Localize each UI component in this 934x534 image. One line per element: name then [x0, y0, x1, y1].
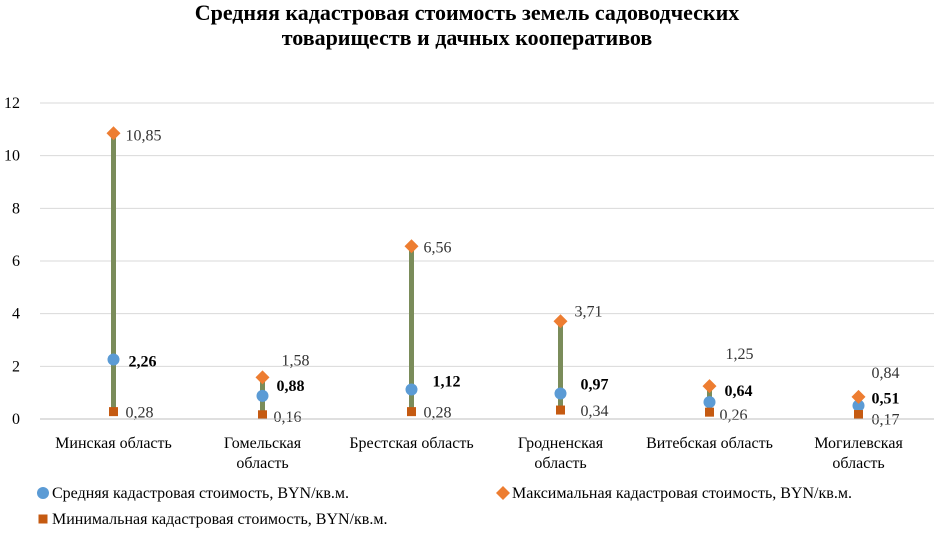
- hi-lo-lines: [111, 133, 861, 415]
- avg-point: [256, 389, 269, 402]
- data-labels: 2,26 0,88 1,12 0,97 0,64 0,51 10,85 1,58 6,56 3,7…: [126, 127, 900, 428]
- max-value-label: 1,25: [726, 346, 754, 363]
- min-value-label: 0,26: [720, 407, 748, 424]
- avg-point: [852, 399, 865, 412]
- avg-value-label: 0,88: [277, 378, 305, 395]
- min-point: [407, 407, 416, 417]
- x-category-label: Гомельская: [224, 435, 302, 452]
- y-tick-label: 12: [4, 95, 20, 112]
- max-point: [702, 379, 717, 394]
- legend-avg-marker: [37, 487, 49, 499]
- avg-value-label: 0,51: [872, 391, 900, 408]
- min-value-label: 0,34: [581, 403, 609, 420]
- avg-point: [107, 353, 120, 366]
- y-tick-label: 8: [12, 200, 20, 217]
- x-category-label: Минская область: [55, 435, 172, 452]
- avg-value-label: 0,97: [581, 376, 609, 393]
- legend-label: Средняя кадастровая стоимость, BYN/кв.м.: [52, 485, 349, 502]
- legend-label: Минимальная кадастровая стоимость, BYN/к…: [52, 511, 387, 528]
- axes: 0 2 4 6 8 10 12 Минская область Гомельская област…: [4, 95, 934, 472]
- max-point: [255, 370, 270, 385]
- chart-title-line-2: товариществ и дачных кооперативов: [282, 25, 653, 50]
- x-category-label: область: [534, 455, 586, 472]
- x-category-label: Гродненская: [518, 435, 604, 452]
- min-value-label: 0,17: [872, 412, 900, 429]
- legend-min-marker: [38, 514, 48, 524]
- avg-value-label: 0,64: [725, 383, 753, 400]
- avg-value-label: 2,26: [129, 353, 157, 370]
- x-category-label: Могилевская: [814, 435, 903, 452]
- min-point: [705, 407, 714, 417]
- max-point: [106, 126, 121, 141]
- max-value-label: 1,58: [282, 352, 310, 369]
- y-tick-label: 6: [12, 253, 20, 270]
- y-tick-label: 4: [12, 306, 20, 323]
- avg-point: [405, 383, 418, 396]
- max-point: [851, 389, 866, 404]
- legend: Средняя кадастровая стоимость, BYN/кв.м.…: [37, 485, 852, 528]
- max-value-label: 3,71: [575, 303, 603, 320]
- x-category-label: область: [832, 455, 884, 472]
- avg-value-label: 1,12: [433, 374, 461, 391]
- legend-label: Максимальная кадастровая стоимость, BYN/…: [512, 485, 852, 502]
- min-point: [854, 410, 863, 420]
- min-value-label: 0,28: [424, 405, 452, 422]
- x-category-label: Брестская область: [349, 435, 473, 452]
- y-tick-label: 0: [12, 411, 20, 428]
- max-value-label: 6,56: [424, 239, 452, 256]
- x-category-label: Витебская область: [646, 435, 773, 452]
- y-tick-label: 2: [12, 358, 20, 375]
- data-markers: [106, 126, 866, 420]
- max-value-label: 10,85: [126, 127, 162, 144]
- min-value-label: 0,16: [274, 409, 302, 426]
- min-point: [258, 410, 267, 420]
- min-point: [556, 405, 565, 415]
- y-tick-label: 10: [4, 148, 20, 165]
- min-value-label: 0,28: [126, 405, 154, 422]
- x-category-label: область: [236, 455, 288, 472]
- gridlines: [40, 102, 934, 367]
- max-point: [553, 314, 568, 329]
- legend-max-marker: [496, 486, 510, 500]
- chart-title-line-1: Средняя кадастровая стоимость земель сад…: [195, 0, 740, 25]
- max-value-label: 0,84: [872, 365, 900, 382]
- avg-point: [703, 396, 716, 409]
- max-point: [404, 239, 419, 254]
- avg-point: [554, 387, 567, 400]
- min-point: [109, 407, 118, 417]
